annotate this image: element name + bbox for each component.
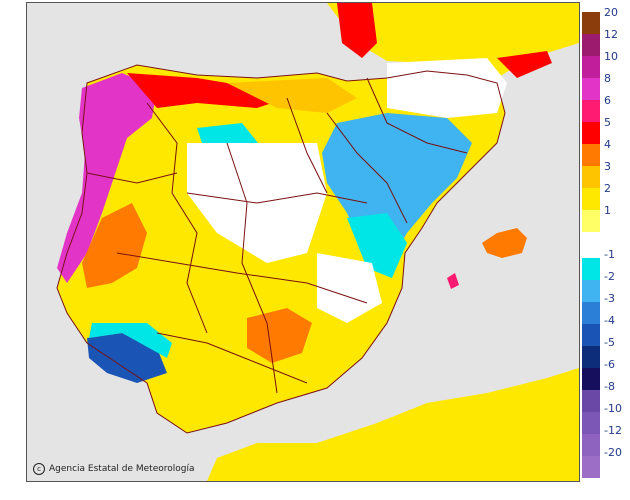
legend-label: 12 bbox=[604, 28, 618, 41]
legend-swatch-warm bbox=[582, 144, 600, 166]
catalonia-white-patch bbox=[387, 58, 507, 118]
legend-label: -3 bbox=[604, 292, 615, 305]
map-canvas bbox=[56, 3, 579, 481]
valencia-cold-patch bbox=[347, 213, 407, 278]
credit-text: Agencia Estatal de Meteorología bbox=[49, 464, 195, 474]
legend-label: 1 bbox=[604, 204, 611, 217]
legend-swatch-warm bbox=[582, 188, 600, 210]
legend-label: 10 bbox=[604, 50, 618, 63]
legend-label: 8 bbox=[604, 72, 611, 85]
legend-swatch-cold bbox=[582, 302, 600, 324]
roussillon-red-patch bbox=[497, 51, 552, 78]
province-borders bbox=[86, 77, 468, 394]
legend-swatch-cold bbox=[582, 346, 600, 368]
cantabria-warm-patch bbox=[127, 73, 287, 108]
legend-label: 5 bbox=[604, 116, 611, 129]
huelva-lightblue-patch bbox=[89, 323, 172, 358]
legend-label: -20 bbox=[604, 446, 622, 459]
pyrenees-orange-patch bbox=[227, 78, 357, 113]
legend-swatch-cold bbox=[582, 368, 600, 390]
legend-label: -5 bbox=[604, 336, 615, 349]
legend-swatch-cold bbox=[582, 280, 600, 302]
legend-swatch-warm bbox=[582, 100, 600, 122]
legend-swatch-cold bbox=[582, 434, 600, 456]
portugal-orange-patch bbox=[82, 203, 147, 288]
legend-label: -6 bbox=[604, 358, 615, 371]
legend-swatch-warm bbox=[582, 78, 600, 100]
legend-label: -12 bbox=[604, 424, 622, 437]
legend-label: 2 bbox=[604, 182, 611, 195]
legend-swatch-warm bbox=[582, 56, 600, 78]
africa-landmass bbox=[207, 368, 579, 481]
legend-label: -10 bbox=[604, 402, 622, 415]
legend-swatch-warm bbox=[582, 34, 600, 56]
legend-swatch-cold bbox=[582, 258, 600, 280]
legend-swatch-warm bbox=[582, 12, 600, 34]
legend-swatch-cold bbox=[582, 390, 600, 412]
legend-swatch-warm bbox=[582, 166, 600, 188]
legend-label: -8 bbox=[604, 380, 615, 393]
legend-label: 6 bbox=[604, 94, 611, 107]
ibiza-island bbox=[447, 273, 459, 289]
jaen-warm-patch bbox=[247, 308, 312, 363]
legend-label: -2 bbox=[604, 270, 615, 283]
color-legend: 20 12 10 8 6 5 4 3 2 1 -1 -2 -3 -4 -5 -6 -8 -10 -12 -20 bbox=[582, 6, 622, 478]
legend-swatch-warm bbox=[582, 210, 600, 232]
legend-label: -1 bbox=[604, 248, 615, 261]
coastline bbox=[56, 64, 506, 434]
credit-line: c Agencia Estatal de Meteorología bbox=[33, 463, 195, 475]
murcia-white-patch bbox=[317, 253, 382, 323]
anomaly-map: c Agencia Estatal de Meteorología bbox=[26, 2, 580, 482]
copyright-circle-icon: c bbox=[33, 463, 45, 475]
legend-swatch-neutral bbox=[582, 232, 600, 258]
legend-label: 20 bbox=[604, 6, 618, 19]
legend-swatch-warm bbox=[582, 122, 600, 144]
legend-swatch-cold bbox=[582, 456, 600, 478]
mallorca-island bbox=[482, 228, 527, 258]
legend-swatch-cold bbox=[582, 412, 600, 434]
legend-label: -4 bbox=[604, 314, 615, 327]
legend-label: 4 bbox=[604, 138, 611, 151]
legend-label: 3 bbox=[604, 160, 611, 173]
galicia-hot-patch bbox=[57, 73, 157, 283]
france-red-patch bbox=[337, 3, 377, 58]
legend-swatch-cold bbox=[582, 324, 600, 346]
